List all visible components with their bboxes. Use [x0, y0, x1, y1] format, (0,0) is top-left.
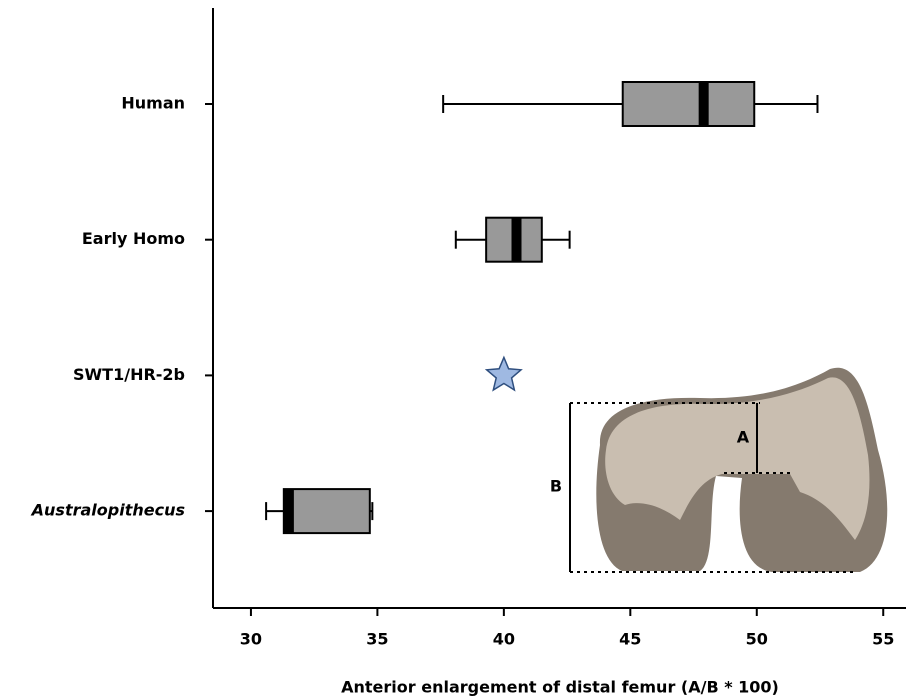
x-tick-label: 55 [872, 630, 894, 649]
median [284, 489, 294, 533]
x-tick-label: 40 [493, 630, 515, 649]
x-tick-label: 30 [240, 630, 262, 649]
femur-illustration: A B [550, 368, 887, 572]
y-tick-label: Early Homo [82, 229, 185, 248]
median [512, 218, 522, 262]
box [284, 489, 370, 533]
x-tick-label: 45 [619, 630, 641, 649]
chart: A B Anterior enlargement of distal femur… [0, 0, 909, 699]
point [487, 357, 521, 390]
annotation: A [737, 428, 750, 447]
y-tick-label: SWT1/HR-2b [73, 365, 185, 384]
median [699, 82, 709, 126]
box [623, 82, 755, 126]
x-tick-label: 35 [366, 630, 388, 649]
x-tick-label: 50 [746, 630, 768, 649]
annotation: B [550, 477, 562, 496]
y-tick-label: Human [121, 94, 185, 113]
x-axis-title: Anterior enlargement of distal femur (A/… [341, 678, 779, 697]
y-tick-label: Australopithecus [30, 501, 185, 520]
